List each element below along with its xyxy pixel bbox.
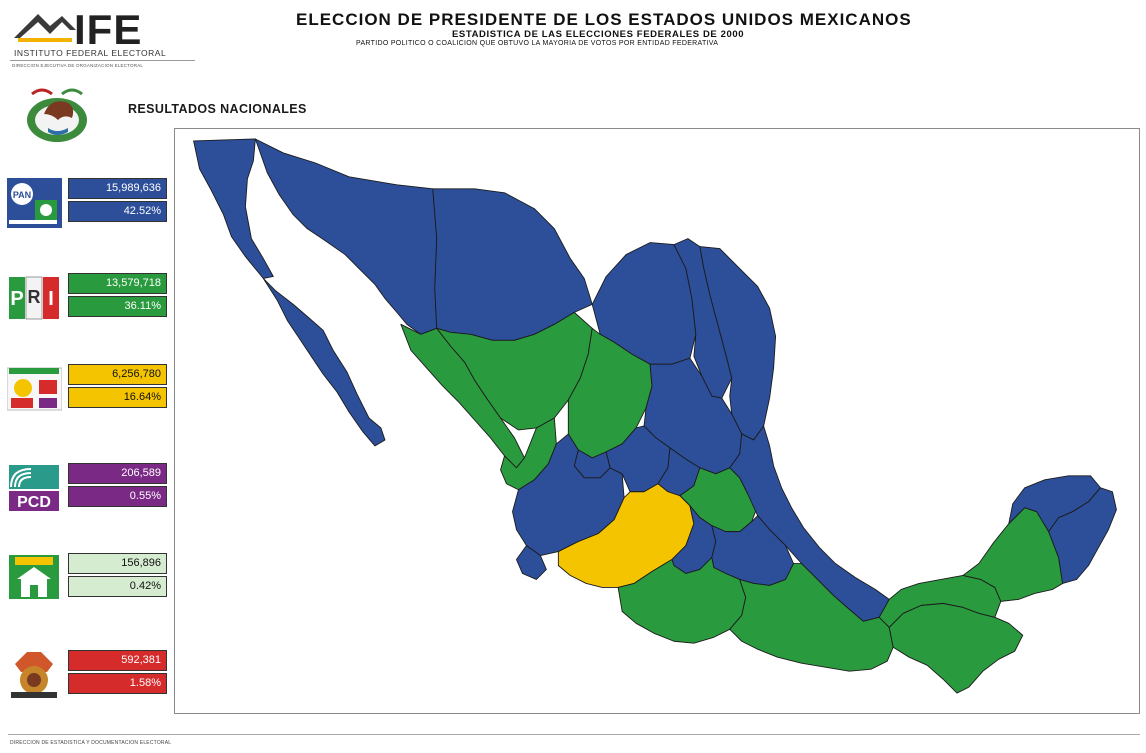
svg-text:R: R — [28, 287, 41, 307]
party-votes: 6,256,780 — [68, 364, 167, 385]
mexico-seal-icon — [27, 88, 87, 142]
national-results-label: RESULTADOS NACIONALES — [128, 102, 307, 116]
page-title: ELECCION DE PRESIDENTE DE LOS ESTADOS UN… — [296, 10, 912, 29]
results-map — [174, 128, 1140, 714]
state-sonora — [254, 138, 438, 335]
svg-text:PCD: PCD — [17, 494, 51, 511]
svg-text:PAN: PAN — [13, 190, 31, 200]
state-baja-california — [193, 138, 274, 279]
party-percent: 1.58% — [68, 673, 167, 694]
svg-text:P: P — [10, 288, 23, 310]
party-votes: 206,589 — [68, 463, 167, 484]
state-colima — [516, 545, 547, 580]
party-percent: 16.64% — [68, 387, 167, 408]
state-baja-california-sur — [262, 278, 386, 447]
ife-logo-mark — [14, 14, 76, 42]
svg-text:I: I — [48, 288, 54, 310]
party-percent: 36.11% — [68, 296, 167, 317]
party-percent: 0.55% — [68, 486, 167, 507]
state-tabasco — [878, 575, 1002, 628]
party-votes: 15,989,636 — [68, 178, 167, 199]
party-votes: 13,579,718 — [68, 273, 167, 294]
page-subtitle: ESTADISTICA DE LAS ELECCIONES FEDERALES … — [452, 29, 745, 40]
pan-alianza-cambio-icon: PAN — [7, 178, 62, 228]
dsppn-icon — [11, 652, 57, 698]
party-result-alianza-mexico: 6,256,780 16.64% — [7, 364, 167, 414]
party-percent: 42.52% — [68, 201, 167, 222]
party-result-pri: P R I 13,579,718 36.11% — [7, 273, 167, 323]
pcd-icon: PCD — [9, 465, 59, 511]
header-divider — [10, 60, 195, 61]
footer-divider — [8, 734, 1140, 735]
logo-subtitle: INSTITUTO FEDERAL ELECTORAL — [14, 48, 167, 58]
party-percent: 0.42% — [68, 576, 167, 597]
party-result-dsppn: 592,381 1.58% — [7, 650, 167, 700]
ife-logo: IFE INSTITUTO FEDERAL ELECTORAL — [10, 6, 190, 63]
party-result-pan: PAN 15,989,636 42.52% — [7, 178, 167, 228]
page-subtitle-secondary: PARTIDO POLITICO O COALICION QUE OBTUVO … — [356, 40, 719, 47]
party-votes: 156,896 — [68, 553, 167, 574]
party-result-pcd: PCD 206,589 0.55% — [7, 463, 167, 513]
state-quintana-roo — [1048, 487, 1117, 584]
pri-icon: P R I — [9, 276, 59, 320]
state-chiapas — [888, 602, 1024, 694]
footer-label: DIRECCION DE ESTADISTICA Y DOCUMENTACION… — [10, 740, 172, 746]
direction-label: DIRECCION EJECUTIVA DE ORGANIZACION ELEC… — [12, 63, 144, 68]
party-result-parm: 156,896 0.42% — [7, 553, 167, 603]
alianza-por-mexico-icon — [7, 367, 62, 411]
mexico-states-map — [193, 138, 1117, 694]
party-votes: 592,381 — [68, 650, 167, 671]
logo-text: IFE — [74, 6, 143, 53]
parm-icon — [9, 555, 59, 599]
